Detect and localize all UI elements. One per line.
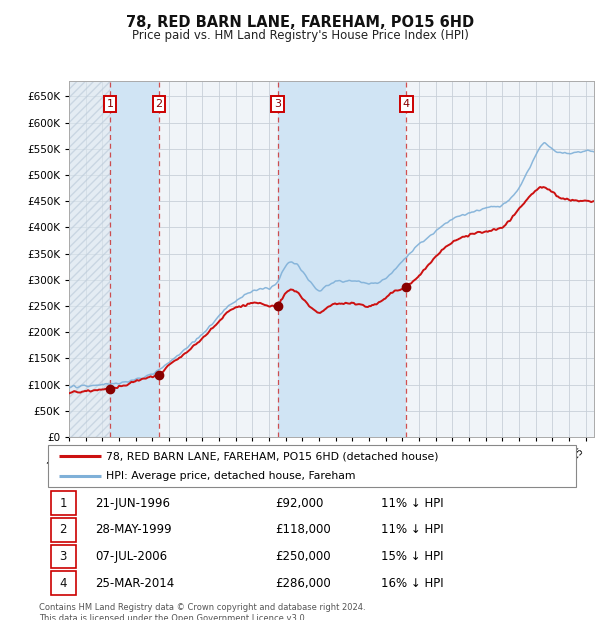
Text: 2: 2 <box>59 523 67 536</box>
Text: 11% ↓ HPI: 11% ↓ HPI <box>380 497 443 510</box>
FancyBboxPatch shape <box>50 518 76 541</box>
Text: 15% ↓ HPI: 15% ↓ HPI <box>380 550 443 563</box>
Bar <box>278 81 406 437</box>
Text: £118,000: £118,000 <box>275 523 331 536</box>
Text: HPI: Average price, detached house, Fareham: HPI: Average price, detached house, Fare… <box>106 471 356 481</box>
Text: 11% ↓ HPI: 11% ↓ HPI <box>380 523 443 536</box>
Text: 4: 4 <box>403 99 410 108</box>
Text: 4: 4 <box>59 577 67 590</box>
Text: Contains HM Land Registry data © Crown copyright and database right 2024.
This d: Contains HM Land Registry data © Crown c… <box>39 603 365 620</box>
FancyBboxPatch shape <box>50 545 76 568</box>
Bar <box>110 81 159 437</box>
Text: 28-MAY-1999: 28-MAY-1999 <box>95 523 172 536</box>
Text: 3: 3 <box>59 550 67 563</box>
Text: £92,000: £92,000 <box>275 497 323 510</box>
Text: 1: 1 <box>107 99 113 108</box>
Text: £250,000: £250,000 <box>275 550 331 563</box>
Text: Price paid vs. HM Land Registry's House Price Index (HPI): Price paid vs. HM Land Registry's House … <box>131 29 469 42</box>
Bar <box>69 81 110 437</box>
Text: £286,000: £286,000 <box>275 577 331 590</box>
FancyBboxPatch shape <box>48 445 576 487</box>
Text: 3: 3 <box>274 99 281 108</box>
FancyBboxPatch shape <box>50 492 76 515</box>
Text: 16% ↓ HPI: 16% ↓ HPI <box>380 577 443 590</box>
Text: 78, RED BARN LANE, FAREHAM, PO15 6HD: 78, RED BARN LANE, FAREHAM, PO15 6HD <box>126 16 474 30</box>
Text: 07-JUL-2006: 07-JUL-2006 <box>95 550 167 563</box>
Text: 1: 1 <box>59 497 67 510</box>
FancyBboxPatch shape <box>50 572 76 595</box>
Text: 25-MAR-2014: 25-MAR-2014 <box>95 577 175 590</box>
Text: 21-JUN-1996: 21-JUN-1996 <box>95 497 170 510</box>
Text: 78, RED BARN LANE, FAREHAM, PO15 6HD (detached house): 78, RED BARN LANE, FAREHAM, PO15 6HD (de… <box>106 451 439 461</box>
Text: 2: 2 <box>155 99 163 108</box>
